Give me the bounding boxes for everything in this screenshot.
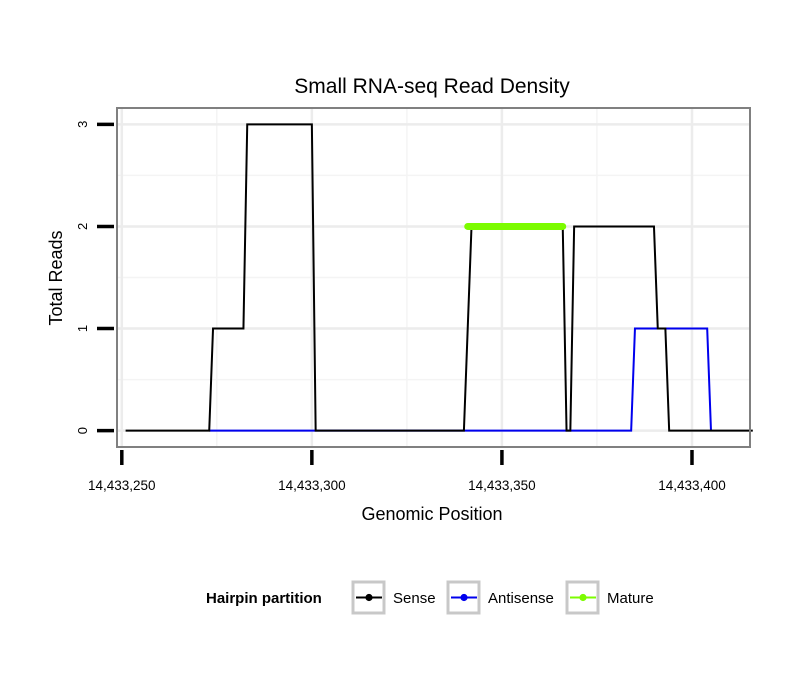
series-line-antisense: [209, 327, 712, 432]
legend-label-mature: Mature: [607, 590, 654, 607]
y-tick-label: 1: [75, 325, 90, 332]
series-layer: [125, 123, 753, 432]
x-axis-label: Genomic Position: [361, 504, 502, 524]
legend-point-sense: [365, 593, 373, 602]
y-axis-label: Total Reads: [46, 230, 66, 325]
chart-title: Small RNA-seq Read Density: [294, 75, 570, 98]
legend: Hairpin partition Sense Antisense Mature: [206, 580, 654, 615]
legend-label-sense: Sense: [393, 590, 436, 607]
axes: 14,433,250 14,433,300 14,433,350 14,433,400…: [75, 121, 726, 493]
y-tick-label: 0: [75, 427, 90, 434]
x-tick-label: 14,433,400: [658, 478, 726, 493]
legend-label-antisense: Antisense: [488, 590, 554, 607]
x-tick-label: 14,433,350: [468, 478, 536, 493]
x-tick-label: 14,433,250: [88, 478, 156, 493]
grid: [118, 109, 749, 446]
y-tick-label: 3: [75, 121, 90, 128]
x-tick-label: 14,433,300: [278, 478, 346, 493]
y-tick-label: 2: [75, 223, 90, 230]
legend-title: Hairpin partition: [206, 590, 322, 607]
legend-point-antisense: [460, 593, 468, 602]
legend-point-mature: [579, 593, 587, 602]
plot-panel-border: [116, 107, 751, 448]
